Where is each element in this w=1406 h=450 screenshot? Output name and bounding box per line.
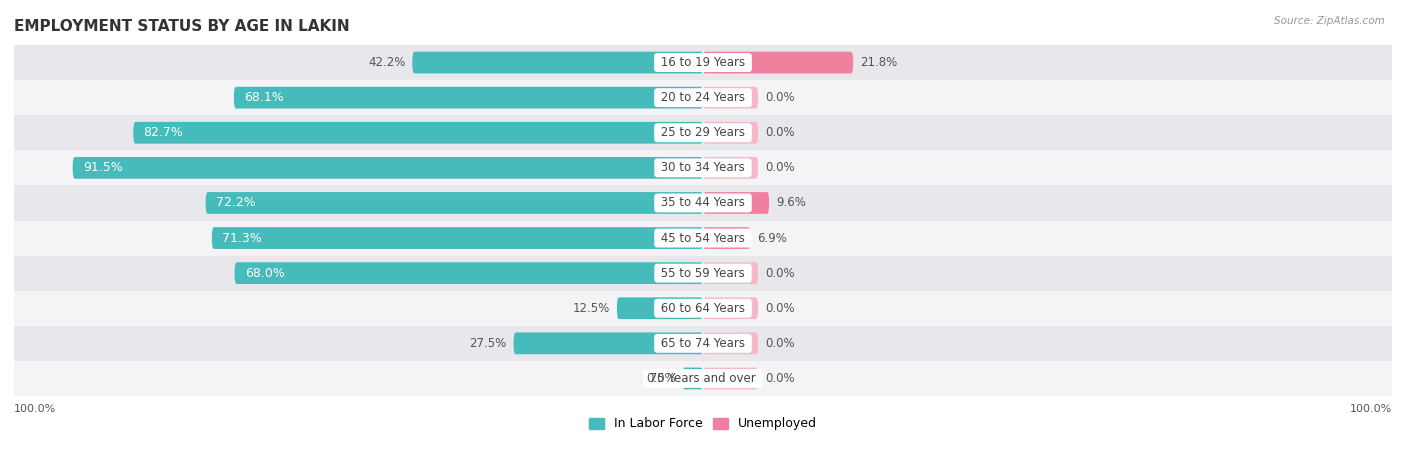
Text: 0.0%: 0.0% [645,372,675,385]
FancyBboxPatch shape [703,122,758,144]
Text: 0.0%: 0.0% [765,337,794,350]
Text: 82.7%: 82.7% [143,126,183,139]
Text: 68.1%: 68.1% [245,91,284,104]
FancyBboxPatch shape [235,262,703,284]
Text: 68.0%: 68.0% [245,267,285,279]
Text: 75 Years and over: 75 Years and over [647,372,759,385]
Text: 0.0%: 0.0% [765,372,794,385]
Bar [14,326,1392,361]
Bar [14,45,1392,80]
FancyBboxPatch shape [703,227,751,249]
Legend: In Labor Force, Unemployed: In Labor Force, Unemployed [583,412,823,436]
Text: 100.0%: 100.0% [14,404,56,414]
Text: 55 to 59 Years: 55 to 59 Years [657,267,749,279]
Text: 16 to 19 Years: 16 to 19 Years [657,56,749,69]
Bar [14,80,1392,115]
Text: 20 to 24 Years: 20 to 24 Years [657,91,749,104]
Text: 6.9%: 6.9% [758,232,787,244]
FancyBboxPatch shape [212,227,703,249]
Text: 71.3%: 71.3% [222,232,262,244]
FancyBboxPatch shape [513,333,703,354]
Text: 0.0%: 0.0% [765,302,794,315]
Text: 91.5%: 91.5% [83,162,122,174]
Bar [14,220,1392,256]
Text: 65 to 74 Years: 65 to 74 Years [657,337,749,350]
Text: 25 to 29 Years: 25 to 29 Years [657,126,749,139]
Text: 100.0%: 100.0% [1350,404,1392,414]
FancyBboxPatch shape [134,122,703,144]
Text: 35 to 44 Years: 35 to 44 Years [657,197,749,209]
FancyBboxPatch shape [682,368,703,389]
Bar [14,185,1392,220]
Text: Source: ZipAtlas.com: Source: ZipAtlas.com [1274,16,1385,26]
Text: EMPLOYMENT STATUS BY AGE IN LAKIN: EMPLOYMENT STATUS BY AGE IN LAKIN [14,19,350,34]
FancyBboxPatch shape [703,333,758,354]
Text: 0.0%: 0.0% [765,162,794,174]
Text: 0.0%: 0.0% [765,126,794,139]
Text: 0.0%: 0.0% [765,267,794,279]
Text: 9.6%: 9.6% [776,197,806,209]
Text: 0.0%: 0.0% [765,91,794,104]
Text: 12.5%: 12.5% [572,302,610,315]
Bar [14,150,1392,185]
Text: 42.2%: 42.2% [368,56,405,69]
FancyBboxPatch shape [73,157,703,179]
FancyBboxPatch shape [703,157,758,179]
Text: 60 to 64 Years: 60 to 64 Years [657,302,749,315]
FancyBboxPatch shape [412,52,703,73]
Bar [14,256,1392,291]
Text: 30 to 34 Years: 30 to 34 Years [657,162,749,174]
Bar [14,115,1392,150]
FancyBboxPatch shape [703,368,758,389]
FancyBboxPatch shape [233,87,703,108]
Text: 45 to 54 Years: 45 to 54 Years [657,232,749,244]
FancyBboxPatch shape [703,87,758,108]
Bar [14,291,1392,326]
FancyBboxPatch shape [703,262,758,284]
FancyBboxPatch shape [703,52,853,73]
Text: 27.5%: 27.5% [470,337,506,350]
FancyBboxPatch shape [205,192,703,214]
Text: 21.8%: 21.8% [860,56,897,69]
Bar [14,361,1392,396]
FancyBboxPatch shape [703,192,769,214]
Text: 72.2%: 72.2% [217,197,256,209]
FancyBboxPatch shape [703,297,758,319]
FancyBboxPatch shape [617,297,703,319]
